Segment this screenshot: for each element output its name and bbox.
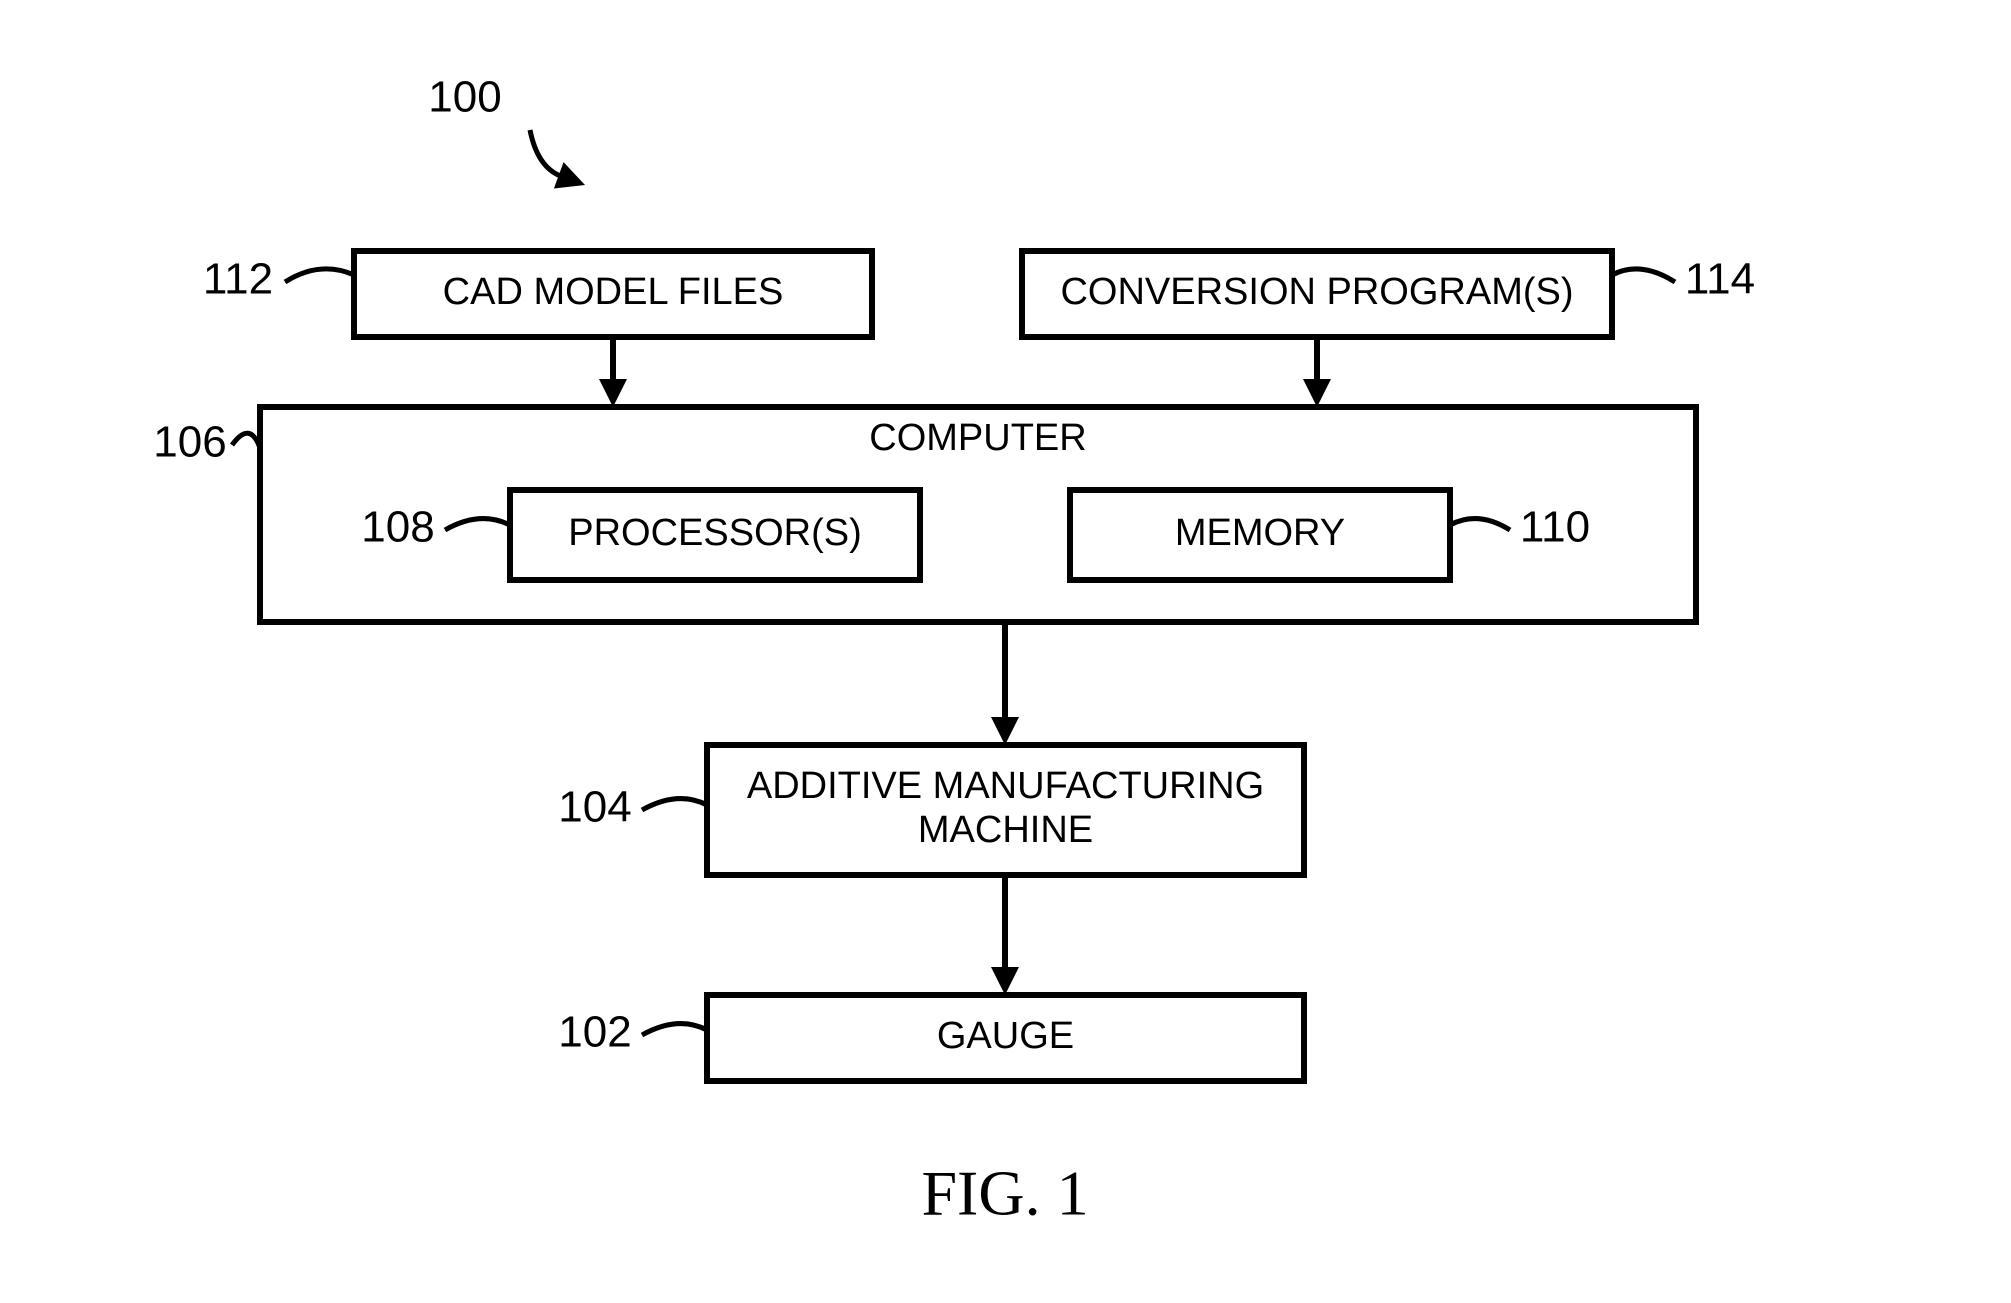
node-conv-label: CONVERSION PROGRAM(S)	[1060, 271, 1573, 313]
ref-num-106: 106	[153, 418, 226, 467]
ref-num-112: 112	[203, 255, 273, 304]
node-processor-label: PROCESSOR(S)	[568, 512, 861, 554]
ref-num-100: 100	[428, 73, 501, 122]
lead-112	[285, 269, 354, 282]
ref-num-108: 108	[361, 503, 434, 552]
ref-num-102: 102	[558, 1008, 631, 1057]
node-additive-label: ADDITIVE MANUFACTURING	[747, 765, 1264, 807]
lead-114	[1612, 269, 1675, 282]
node-additive-label: MACHINE	[918, 809, 1093, 851]
flowchart-diagram: CAD MODEL FILES CONVERSION PROGRAM(S) COMP…	[0, 0, 2011, 1303]
node-computer-label: COMPUTER	[869, 417, 1086, 459]
lead-100	[530, 130, 561, 176]
ref-num-104: 104	[558, 783, 631, 832]
lead-104	[642, 799, 707, 810]
lead-102	[642, 1024, 707, 1035]
node-cad-label: CAD MODEL FILES	[443, 271, 784, 313]
ref-num-114: 114	[1685, 255, 1755, 304]
node-gauge-label: GAUGE	[937, 1015, 1074, 1057]
ref-num-110: 110	[1520, 503, 1590, 552]
node-memory-label: MEMORY	[1175, 512, 1345, 554]
figure-label: FIG. 1	[921, 1158, 1088, 1229]
lead-106	[232, 433, 260, 448]
